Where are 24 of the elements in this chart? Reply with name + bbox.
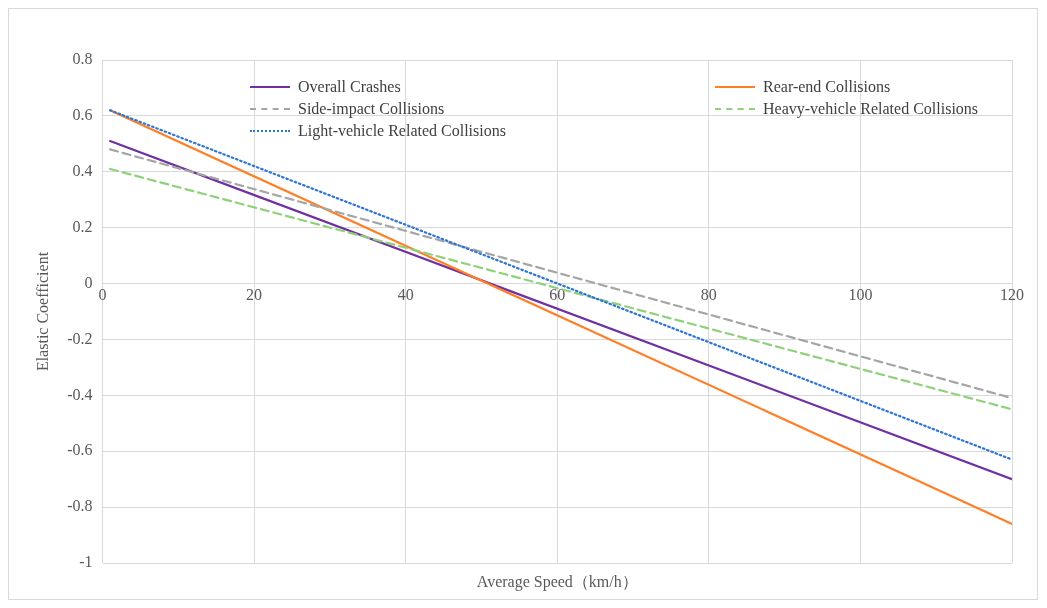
- x-tick-label: 80: [700, 286, 717, 304]
- legend-label: Light-vehicle Related Collisions: [298, 122, 506, 140]
- x-tick-label: 40: [397, 286, 414, 304]
- y-tick-label: 0.2: [72, 217, 93, 235]
- x-tick-label: 60: [549, 286, 566, 304]
- x-tick-label: 120: [1000, 286, 1024, 304]
- legend-label: Rear-end Collisions: [763, 78, 891, 96]
- y-axis-title: Elastic Coefficient: [33, 251, 51, 372]
- y-tick-label: 0: [84, 273, 93, 291]
- y-tick-label: -0.8: [67, 497, 93, 515]
- y-tick-label: 0.4: [72, 161, 93, 179]
- x-tick-label: 100: [848, 286, 873, 304]
- x-tick-label: 0: [98, 286, 107, 304]
- y-tick-label: 0.8: [72, 50, 93, 68]
- legend-label: Side-impact Collisions: [298, 100, 445, 118]
- legend-label: Heavy-vehicle Related Collisions: [763, 100, 979, 118]
- x-axis-title: Average Speed（km/h）: [476, 573, 638, 592]
- y-tick-label: 0.6: [72, 106, 93, 124]
- y-tick-label: -0.6: [67, 441, 93, 459]
- y-tick-label: -0.2: [67, 329, 93, 347]
- legend-label: Overall Crashes: [298, 78, 401, 96]
- x-tick-label: 20: [246, 286, 263, 304]
- y-tick-label: -1: [79, 553, 93, 571]
- y-tick-label: -0.4: [67, 385, 93, 403]
